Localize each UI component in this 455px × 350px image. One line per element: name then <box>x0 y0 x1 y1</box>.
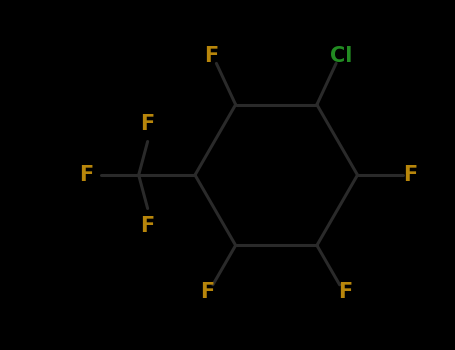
Text: F: F <box>141 216 155 236</box>
Text: F: F <box>200 282 215 302</box>
Text: Cl: Cl <box>330 46 353 66</box>
Text: F: F <box>79 165 93 185</box>
Text: F: F <box>141 114 155 134</box>
Text: F: F <box>338 282 352 302</box>
Text: F: F <box>404 165 418 185</box>
Text: F: F <box>204 46 218 66</box>
